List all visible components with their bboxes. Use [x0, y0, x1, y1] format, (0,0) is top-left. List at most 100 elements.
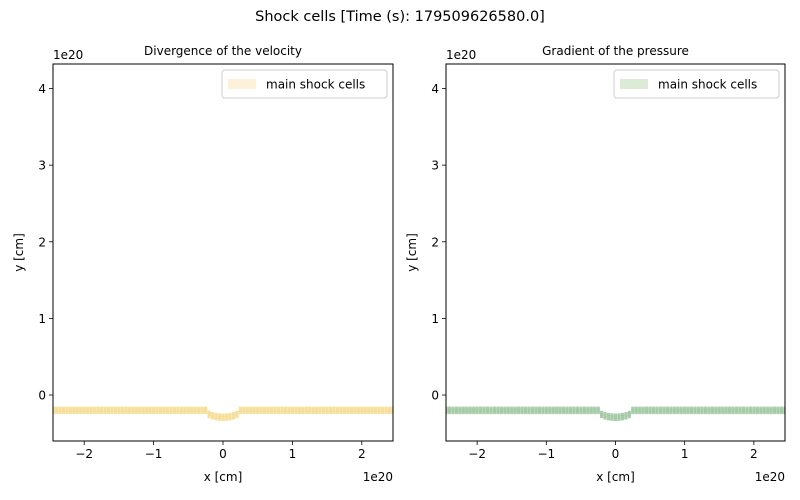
data-marker [363, 410, 367, 415]
data-marker [631, 406, 635, 410]
x-axis-label: x [cm] [204, 470, 243, 484]
data-marker [179, 406, 183, 410]
data-marker [290, 408, 294, 412]
x-tick-label: −1 [537, 447, 555, 461]
data-marker [155, 408, 159, 412]
data-marker [731, 410, 735, 415]
data-marker [158, 410, 163, 415]
data-marker [186, 406, 190, 410]
data-marker [541, 408, 545, 412]
data-marker [256, 410, 260, 415]
y-tick-label: 0 [38, 389, 46, 403]
data-marker [346, 406, 350, 410]
data-marker [127, 410, 131, 415]
data-marker [204, 406, 208, 410]
data-marker [131, 406, 135, 410]
data-marker [766, 408, 770, 412]
data-marker [235, 415, 239, 419]
data-marker [693, 410, 697, 415]
data-marker [162, 406, 166, 410]
data-marker [461, 406, 465, 410]
data-marker [520, 410, 524, 415]
legend: main shock cells [613, 69, 780, 99]
axes-frame [445, 63, 786, 442]
data-marker [572, 410, 576, 415]
data-marker [513, 408, 517, 412]
data-marker [103, 410, 107, 415]
data-marker [520, 406, 524, 410]
data-marker [665, 406, 669, 410]
data-marker [245, 406, 249, 410]
data-marker [738, 406, 742, 410]
data-marker [224, 413, 229, 417]
data-marker [374, 410, 378, 415]
data-marker [544, 406, 548, 410]
data-marker [287, 408, 291, 412]
data-marker [127, 406, 131, 410]
data-marker [169, 408, 173, 412]
data-marker [634, 408, 638, 412]
data-marker [328, 408, 333, 412]
data-marker [544, 410, 548, 415]
data-marker [127, 408, 131, 412]
data-marker [631, 408, 635, 412]
data-marker [717, 406, 721, 410]
data-marker [568, 406, 573, 410]
data-marker [131, 408, 135, 412]
data-marker [714, 406, 718, 410]
legend: main shock cells [221, 69, 388, 99]
data-marker [714, 408, 718, 412]
data-marker [752, 410, 756, 415]
data-marker [276, 410, 281, 415]
data-marker [468, 406, 472, 410]
y-tick-label: 3 [431, 159, 439, 173]
data-marker [93, 408, 97, 412]
data-marker [696, 410, 701, 415]
data-marker [517, 410, 521, 415]
data-marker [259, 408, 263, 412]
data-marker [221, 413, 225, 417]
data-marker [475, 406, 479, 410]
data-marker [776, 410, 780, 415]
data-marker [207, 415, 211, 419]
data-marker [734, 410, 739, 415]
data-marker [152, 408, 156, 412]
data-marker [523, 410, 528, 415]
data-marker [172, 410, 177, 415]
data-marker [672, 410, 676, 415]
data-marker [186, 410, 190, 415]
subplot-pressure: Gradient of the pressure −2 −1 0 1 2 0 1 2 3 4 x [c… [405, 44, 786, 484]
data-marker [214, 415, 218, 419]
data-marker [207, 412, 211, 417]
data-marker [686, 406, 690, 410]
data-marker [700, 406, 704, 410]
data-marker [555, 410, 559, 415]
data-marker [458, 406, 462, 410]
y-tick-label: 0 [431, 389, 439, 403]
data-marker [783, 408, 785, 412]
data-marker [537, 408, 541, 412]
data-marker [360, 410, 364, 415]
data-marker [356, 406, 360, 410]
data-marker [648, 410, 652, 415]
data-marker [315, 406, 319, 410]
data-marker [769, 406, 773, 410]
data-marker [482, 408, 486, 412]
data-marker [287, 410, 291, 415]
data-marker [131, 410, 135, 415]
data-marker [700, 410, 704, 415]
data-marker [193, 410, 197, 415]
data-marker [686, 410, 690, 415]
data-marker [124, 408, 128, 412]
data-marker [773, 406, 777, 410]
data-marker [446, 408, 448, 412]
data-marker [485, 406, 490, 410]
data-marker [349, 408, 353, 412]
data-marker [503, 410, 507, 415]
data-marker [707, 406, 711, 410]
data-marker [665, 408, 669, 412]
data-marker [110, 406, 114, 410]
data-marker [641, 406, 645, 410]
data-marker [489, 410, 493, 415]
